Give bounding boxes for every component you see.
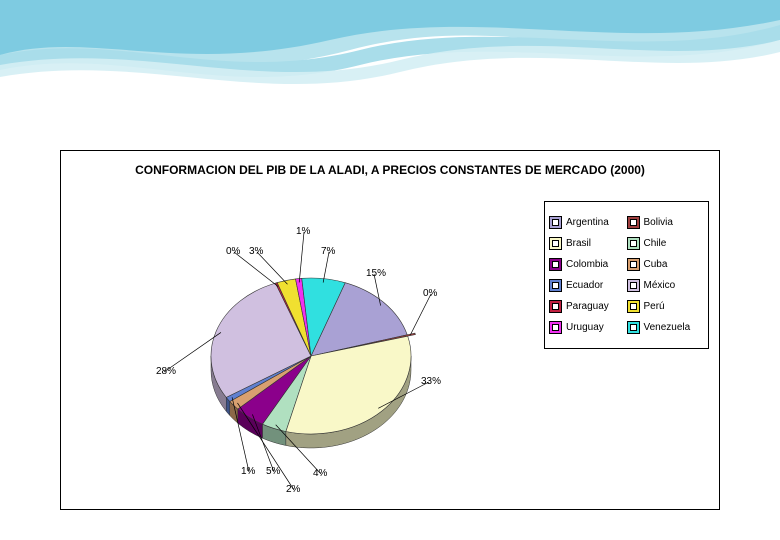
legend-label: Cuba bbox=[644, 259, 668, 270]
legend-item-ecuador: Ecuador bbox=[549, 279, 627, 292]
slice-label-ecuador: 1% bbox=[241, 466, 255, 477]
legend-label: Ecuador bbox=[566, 280, 603, 291]
legend-label: México bbox=[644, 280, 676, 291]
legend-item-chile: Chile bbox=[627, 237, 705, 250]
legend-label: Argentina bbox=[566, 217, 609, 228]
legend-swatch bbox=[627, 279, 640, 292]
slice-label-paraguay: 0% bbox=[226, 246, 240, 257]
legend-swatch bbox=[627, 237, 640, 250]
legend-row: Colombia Cuba bbox=[549, 258, 704, 271]
legend-item-argentina: Argentina bbox=[549, 216, 627, 229]
legend-label: Chile bbox=[644, 238, 667, 249]
legend-swatch bbox=[549, 300, 562, 313]
slice-label-venezuela: 7% bbox=[321, 246, 335, 257]
legend-row: Argentina Bolivia bbox=[549, 216, 704, 229]
legend-label: Uruguay bbox=[566, 322, 604, 333]
legend-label: Perú bbox=[644, 301, 665, 312]
legend-swatch bbox=[627, 321, 640, 334]
legend-label: Brasil bbox=[566, 238, 591, 249]
legend-swatch bbox=[549, 216, 562, 229]
slice-label-brasil: 33% bbox=[421, 376, 441, 387]
legend: Argentina Bolivia Brasil Chile Colombia Cuba E… bbox=[544, 201, 709, 349]
legend-label: Colombia bbox=[566, 259, 608, 270]
legend-label: Venezuela bbox=[644, 322, 691, 333]
page-root: CONFORMACION DEL PIB DE LA ALADI, A PREC… bbox=[0, 0, 780, 540]
legend-item-cuba: Cuba bbox=[627, 258, 705, 271]
legend-item-méxico: México bbox=[627, 279, 705, 292]
legend-swatch bbox=[627, 216, 640, 229]
wave-decoration bbox=[0, 0, 780, 120]
legend-label: Bolivia bbox=[644, 217, 673, 228]
chart-title: CONFORMACION DEL PIB DE LA ALADI, A PREC… bbox=[61, 163, 719, 177]
legend-swatch bbox=[549, 237, 562, 250]
chart-body: 15% 0% 33% 4% 5% 2% 1% 28% 0% 3% 1% 7% bbox=[81, 186, 521, 496]
legend-item-venezuela: Venezuela bbox=[627, 321, 705, 334]
legend-swatch bbox=[549, 258, 562, 271]
legend-swatch bbox=[627, 300, 640, 313]
legend-item-brasil: Brasil bbox=[549, 237, 627, 250]
legend-item-colombia: Colombia bbox=[549, 258, 627, 271]
legend-row: Ecuador México bbox=[549, 279, 704, 292]
legend-item-perú: Perú bbox=[627, 300, 705, 313]
slice-label-cuba: 2% bbox=[286, 484, 300, 495]
slice-label-bolivia: 0% bbox=[423, 288, 437, 299]
legend-row: Brasil Chile bbox=[549, 237, 704, 250]
slice-label-colombia: 5% bbox=[266, 466, 280, 477]
slice-label-chile: 4% bbox=[313, 468, 327, 479]
slice-label-méxico: 28% bbox=[156, 366, 176, 377]
legend-item-paraguay: Paraguay bbox=[549, 300, 627, 313]
chart-frame: CONFORMACION DEL PIB DE LA ALADI, A PREC… bbox=[60, 150, 720, 510]
legend-swatch bbox=[549, 321, 562, 334]
legend-row: Uruguay Venezuela bbox=[549, 321, 704, 334]
legend-label: Paraguay bbox=[566, 301, 609, 312]
legend-swatch bbox=[549, 279, 562, 292]
slice-label-argentina: 15% bbox=[366, 268, 386, 279]
slice-label-uruguay: 1% bbox=[296, 226, 310, 237]
legend-swatch bbox=[627, 258, 640, 271]
legend-item-bolivia: Bolivia bbox=[627, 216, 705, 229]
legend-row: Paraguay Perú bbox=[549, 300, 704, 313]
legend-item-uruguay: Uruguay bbox=[549, 321, 627, 334]
slice-label-perú: 3% bbox=[249, 246, 263, 257]
